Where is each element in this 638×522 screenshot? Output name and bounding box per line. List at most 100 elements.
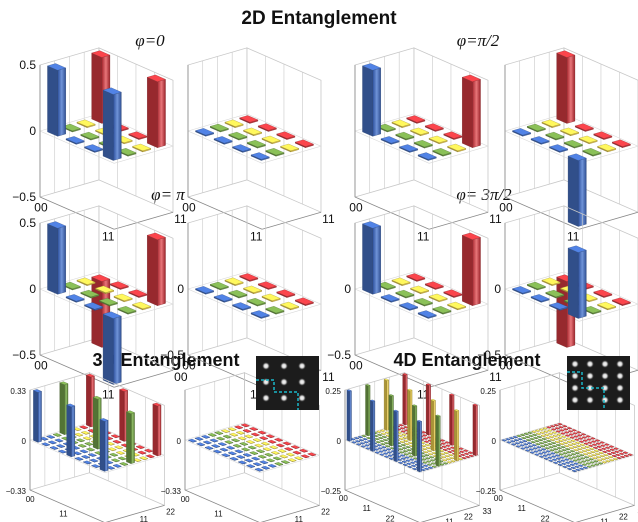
bar: [236, 455, 246, 459]
bar: [290, 445, 300, 450]
bar: [593, 289, 613, 298]
bar-top: [577, 447, 583, 450]
bar: [232, 302, 252, 311]
bar-top: [82, 436, 92, 440]
bar: [564, 458, 570, 461]
bar-top: [195, 286, 215, 294]
bar: [416, 420, 423, 473]
bar: [570, 466, 577, 470]
bar-side: [147, 235, 158, 306]
bar: [527, 445, 534, 448]
bar-top: [106, 465, 116, 470]
bar-top: [399, 144, 419, 152]
camera-spot: [262, 394, 270, 402]
bar-top: [583, 456, 590, 459]
bar-top: [243, 127, 263, 135]
bar-top: [257, 454, 267, 459]
bar-top: [360, 445, 366, 448]
bar: [80, 430, 91, 435]
bar: [435, 414, 441, 467]
bar: [244, 458, 254, 463]
bar-top: [509, 440, 516, 443]
camera-spot: [262, 378, 270, 386]
bar: [229, 432, 239, 437]
bar-top: [521, 436, 527, 439]
bar-front: [472, 237, 481, 306]
bar: [361, 434, 367, 438]
bar: [439, 439, 446, 442]
bar: [591, 443, 598, 446]
bar: [561, 462, 567, 465]
bar: [379, 439, 385, 443]
row-tick-label: 00: [26, 495, 35, 504]
bar-front: [475, 404, 478, 456]
bar: [543, 457, 550, 460]
bar: [226, 445, 236, 450]
z-tick-label: 0: [22, 437, 27, 446]
camera-spot: [616, 396, 624, 404]
bar-top: [132, 458, 142, 462]
bar-top: [561, 425, 568, 428]
bar: [453, 409, 460, 462]
bar-top: [531, 430, 537, 433]
bar-plot-8: 0.330−0.33000011112222: [6, 372, 176, 522]
y-axis: [113, 369, 174, 388]
bar-plot-10: 0.250−0.250000111122223333: [321, 372, 492, 522]
row-tick-label: 11: [567, 230, 580, 244]
bar-top: [440, 455, 447, 458]
bar-top: [568, 460, 575, 463]
bar: [363, 441, 369, 444]
bar: [552, 461, 559, 465]
y-axis: [420, 504, 480, 522]
bar: [407, 452, 413, 455]
bar-top: [402, 436, 408, 439]
bar: [422, 461, 428, 464]
bar-top: [570, 439, 576, 442]
bar-top: [555, 457, 562, 460]
bar-top: [546, 439, 552, 442]
bar-top: [608, 458, 615, 461]
bar-top: [593, 463, 600, 466]
bar: [575, 455, 581, 458]
bar: [593, 131, 613, 140]
bar-top: [589, 461, 595, 464]
bar-top: [540, 448, 547, 451]
bar: [102, 311, 122, 385]
bar-top: [194, 436, 204, 441]
bar: [386, 451, 393, 454]
bar: [607, 455, 614, 459]
bar-top: [588, 458, 594, 461]
bar: [445, 458, 451, 461]
bar: [615, 453, 621, 457]
bar: [555, 457, 562, 460]
bar-top: [563, 444, 570, 447]
bar: [461, 74, 481, 148]
bar-top: [551, 444, 558, 447]
bar-top: [52, 433, 62, 437]
bar-top: [554, 440, 561, 443]
bar-top: [539, 445, 546, 448]
bar-side: [416, 420, 420, 473]
bar-top: [439, 452, 446, 455]
bar: [112, 464, 122, 468]
bar: [280, 301, 300, 311]
bar-top: [212, 449, 222, 454]
bar-side: [59, 382, 65, 435]
bar: [417, 152, 437, 161]
bar: [560, 432, 566, 435]
bar: [611, 454, 618, 458]
bar-top: [41, 442, 51, 446]
bar-top: [619, 452, 625, 455]
bar-top: [395, 131, 415, 140]
bar: [46, 435, 56, 439]
bar: [106, 465, 116, 470]
bar: [246, 464, 256, 468]
bar-top: [294, 139, 314, 147]
bar-side: [567, 247, 579, 319]
bar: [204, 446, 214, 450]
bar: [558, 426, 564, 429]
bar-top: [565, 451, 572, 454]
bar: [272, 456, 282, 461]
bar: [224, 440, 234, 445]
bar-top: [407, 452, 413, 455]
